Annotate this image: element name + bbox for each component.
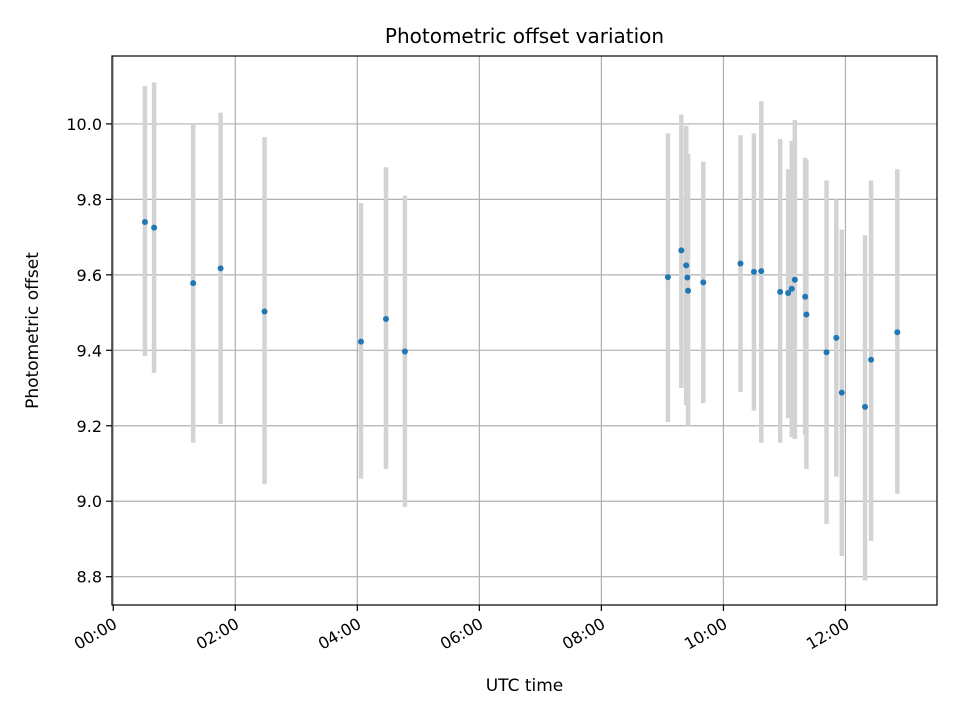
data-point xyxy=(750,268,757,275)
data-point xyxy=(777,288,784,295)
data-point xyxy=(833,334,840,341)
y-tick-label: 9.2 xyxy=(77,417,102,436)
data-point xyxy=(838,389,845,396)
y-tick-label: 9.6 xyxy=(77,266,102,285)
y-tick-label: 9.8 xyxy=(77,190,102,209)
data-point xyxy=(678,247,685,254)
data-point xyxy=(758,268,765,275)
y-axis-title: Photometric offset xyxy=(23,252,43,409)
data-point xyxy=(791,276,798,283)
data-point xyxy=(151,224,158,231)
data-point xyxy=(868,356,875,363)
y-tick-label: 8.8 xyxy=(77,568,102,587)
grid-lines xyxy=(112,56,937,605)
data-point xyxy=(664,274,671,281)
y-tick-label: 9.4 xyxy=(77,341,102,360)
data-point xyxy=(861,403,868,410)
data-point xyxy=(700,279,707,286)
y-tick-label: 9.0 xyxy=(77,492,102,511)
data-point xyxy=(802,293,809,300)
data-point xyxy=(737,260,744,267)
data-point xyxy=(684,274,691,281)
data-point xyxy=(357,338,364,345)
data-point xyxy=(823,349,830,356)
data-point xyxy=(141,219,148,226)
data-point xyxy=(788,285,795,292)
data-point xyxy=(217,265,224,272)
data-point xyxy=(785,289,792,296)
plot-frame xyxy=(111,55,938,606)
x-axis-title: UTC time xyxy=(486,676,564,696)
data-point xyxy=(190,280,197,287)
data-point xyxy=(401,348,408,355)
data-point xyxy=(683,262,690,269)
data-points xyxy=(141,219,901,410)
data-point xyxy=(803,311,810,318)
data-point xyxy=(685,287,692,294)
y-tick-label: 10.0 xyxy=(66,115,102,134)
y-axis-ticks: 8.8 9.0 9.2 9.4 9.6 9.8 10.0 xyxy=(66,115,112,587)
data-point xyxy=(382,315,389,322)
data-point xyxy=(261,308,268,315)
chart-title: Photometric offset variation xyxy=(385,24,664,48)
data-point xyxy=(894,329,901,336)
